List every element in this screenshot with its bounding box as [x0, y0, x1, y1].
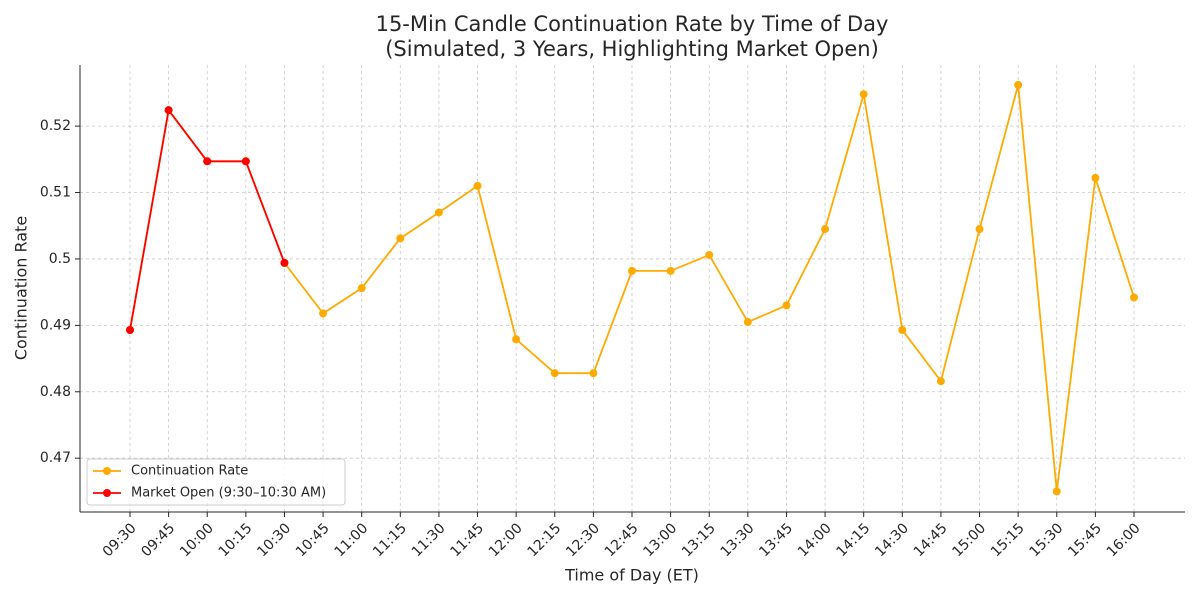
point	[1130, 293, 1138, 302]
point	[666, 266, 675, 275]
point	[589, 369, 598, 378]
x-tick-label: 12:00	[486, 520, 526, 560]
y-tick-label: 0.51	[40, 185, 71, 201]
legend-label: Market Open (9:30–10:30 AM)	[131, 486, 326, 501]
x-tick-label: 10:30	[254, 520, 294, 560]
point	[936, 377, 945, 386]
point	[512, 335, 521, 344]
point	[1014, 80, 1023, 89]
x-tick-label: 13:45	[756, 520, 796, 560]
x-tick-label: 12:15	[525, 520, 565, 560]
y-axis-label: Continuation Rate	[12, 216, 31, 360]
point	[280, 258, 289, 267]
point	[434, 208, 443, 217]
point	[821, 225, 830, 234]
point	[396, 234, 405, 243]
x-tick-label: 12:30	[563, 520, 603, 560]
x-tick-label: 11:00	[331, 520, 371, 560]
x-tick-label: 13:00	[640, 520, 680, 560]
x-tick-label: 10:45	[293, 520, 333, 560]
x-tick-label: 15:15	[988, 520, 1028, 560]
point	[126, 326, 134, 335]
point	[975, 225, 984, 234]
x-tick-label: 11:45	[447, 520, 487, 560]
x-tick-label: 10:15	[216, 520, 256, 560]
x-axis-label: Time of Day (ET)	[564, 566, 699, 585]
point	[705, 250, 714, 259]
y-tick-label: 0.52	[40, 118, 71, 134]
x-tick-label: 14:45	[911, 520, 951, 560]
point	[319, 309, 328, 318]
x-tick-label: 14:30	[872, 520, 912, 560]
x-tick-label: 09:45	[138, 520, 178, 560]
y-tick-label: 0.49	[40, 317, 71, 333]
chart-title: 15-Min Candle Continuation Rate by Time …	[376, 12, 889, 36]
point	[357, 284, 366, 293]
point	[550, 369, 559, 378]
point	[628, 266, 636, 275]
chart-subtitle: (Simulated, 3 Years, Highlighting Market…	[385, 37, 879, 61]
x-tick-label: 13:15	[679, 520, 719, 560]
x-tick-label: 15:30	[1027, 520, 1067, 560]
x-tick-label: 11:15	[370, 520, 410, 560]
x-tick-label: 14:00	[795, 520, 835, 560]
point	[782, 301, 791, 310]
point	[1091, 173, 1100, 182]
point	[241, 157, 250, 166]
y-tick-label: 0.5	[49, 251, 71, 267]
y-tick-label: 0.47	[40, 450, 71, 466]
x-tick-label: 13:30	[718, 520, 758, 560]
legend-marker	[103, 489, 111, 497]
x-tick-label: 14:15	[833, 520, 873, 560]
legend-marker	[103, 467, 111, 475]
point	[743, 318, 752, 327]
point	[898, 326, 907, 335]
point	[1052, 487, 1061, 496]
x-tick-label: 11:30	[409, 520, 449, 560]
y-tick-label: 0.48	[40, 384, 71, 400]
point	[473, 181, 482, 190]
point	[859, 90, 868, 99]
point	[203, 157, 212, 166]
x-tick-label: 12:45	[602, 520, 642, 560]
legend-box	[86, 458, 346, 506]
x-tick-label: 15:00	[949, 520, 989, 560]
x-tick-label: 10:00	[177, 520, 217, 560]
x-tick-label: 09:30	[100, 520, 140, 560]
point	[164, 106, 173, 115]
x-tick-label: 16:00	[1104, 520, 1144, 560]
x-tick-label: 15:45	[1065, 520, 1105, 560]
legend-label: Continuation Rate	[131, 464, 248, 479]
